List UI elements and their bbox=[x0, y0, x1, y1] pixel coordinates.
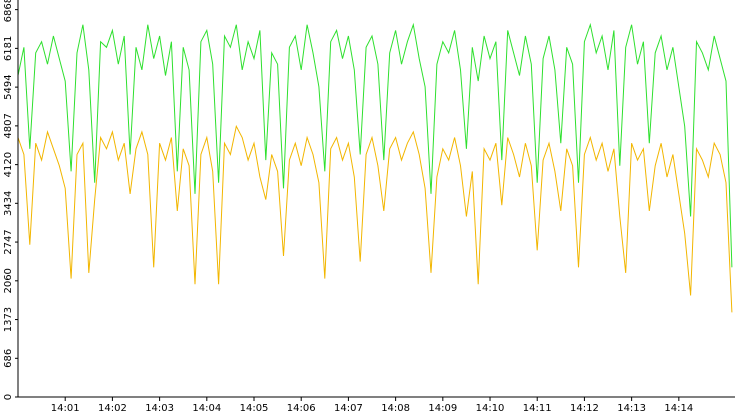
y-tick-label: 2060 bbox=[3, 268, 14, 293]
x-tick-label: 14:05 bbox=[240, 403, 269, 414]
x-tick-label: 14:06 bbox=[287, 403, 316, 414]
y-tick-label: 5494 bbox=[3, 74, 14, 99]
x-tick-label: 14:07 bbox=[334, 403, 363, 414]
y-tick-label: 6181 bbox=[3, 36, 14, 61]
x-tick-label: 14:11 bbox=[523, 403, 552, 414]
y-tick-label: 686 bbox=[3, 349, 14, 368]
x-tick-label: 14:13 bbox=[617, 403, 646, 414]
x-tick-label: 14:04 bbox=[192, 403, 221, 414]
x-tick-label: 14:01 bbox=[51, 403, 80, 414]
data-line bbox=[17, 124, 733, 313]
x-tick-label: 14:02 bbox=[98, 403, 127, 414]
y-tick-label: 2747 bbox=[3, 229, 14, 254]
y-tick-label: 4807 bbox=[3, 113, 14, 138]
x-tick-label: 14:12 bbox=[570, 403, 599, 414]
data-line bbox=[17, 22, 733, 268]
x-tick-label: 14:14 bbox=[664, 403, 693, 414]
y-tick-label: 6868 bbox=[3, 0, 14, 22]
x-tick-label: 14:03 bbox=[145, 403, 174, 414]
x-tick-label: 14:10 bbox=[476, 403, 505, 414]
y-tick-label: 3434 bbox=[3, 191, 14, 216]
x-tick-label: 14:08 bbox=[381, 403, 410, 414]
y-tick-label: 0 bbox=[3, 394, 14, 400]
y-tick-label: 4120 bbox=[3, 152, 14, 177]
x-tick-label: 14:09 bbox=[428, 403, 457, 414]
y-tick-label: 1373 bbox=[3, 307, 14, 332]
